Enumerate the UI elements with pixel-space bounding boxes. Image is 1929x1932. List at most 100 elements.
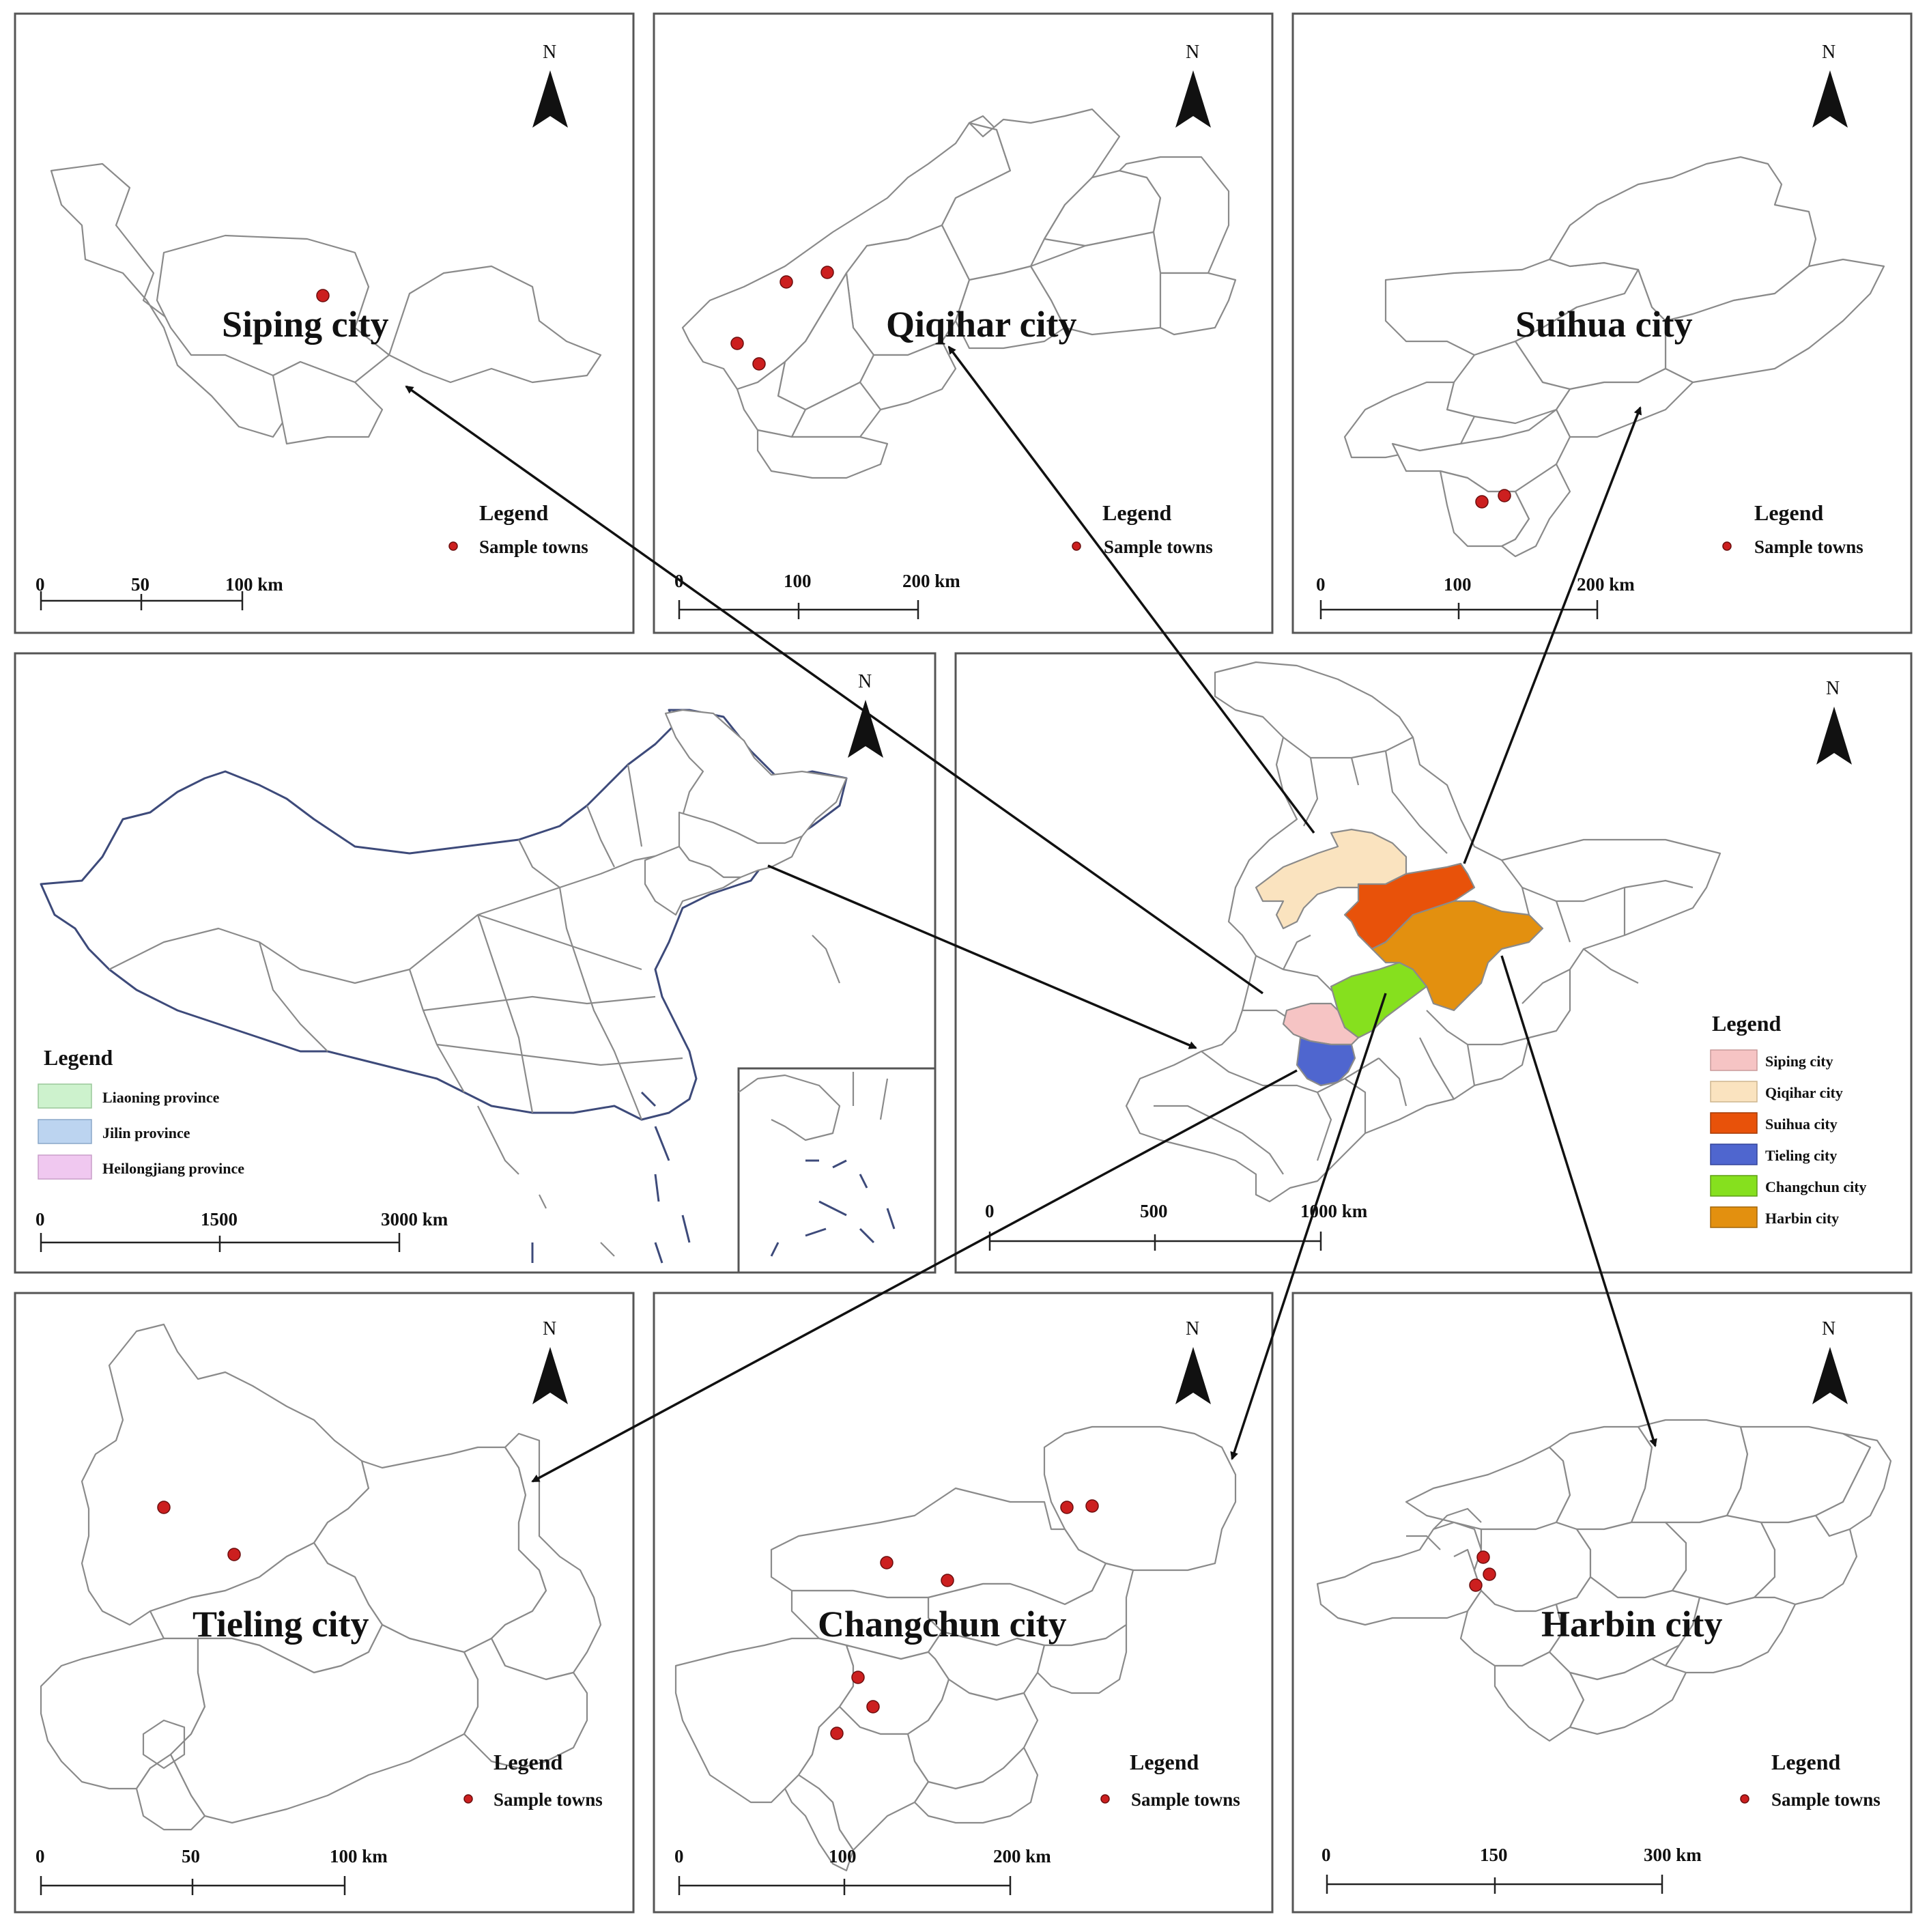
sample-town-dot xyxy=(880,1556,894,1569)
legend-swatch-suihua xyxy=(1710,1112,1758,1134)
scale-max: 100 km xyxy=(330,1846,388,1866)
north-arrow-icon xyxy=(1175,70,1211,128)
legend-sample-dot xyxy=(1722,541,1732,551)
sample-town-dot xyxy=(851,1671,865,1684)
sample-town-dot xyxy=(752,357,766,371)
changchun-panel: Changchun city N Legend Sample towns 0 1… xyxy=(653,1292,1274,1914)
scale-0: 0 xyxy=(985,1201,995,1221)
legend-swatch-tieling xyxy=(1710,1143,1758,1165)
north-arrow-icon xyxy=(532,1347,568,1404)
china-panel: N Legend Liaoning province Jilin provinc… xyxy=(14,652,937,1274)
qiqihar-title: Qiqihar city xyxy=(886,304,1077,345)
north-arrow: N xyxy=(1816,678,1852,765)
legend-label-tieling: Tieling city xyxy=(1765,1147,1837,1164)
siping-panel: Siping city N Legend Sample towns 0 50 1… xyxy=(14,12,635,634)
sample-town-dot xyxy=(1476,1550,1490,1564)
north-label: N xyxy=(1186,1318,1199,1339)
arrow-to-qiqihar xyxy=(947,345,1315,834)
legend-sample-towns: Sample towns xyxy=(1754,537,1863,557)
arrow-to-suihua xyxy=(1463,406,1642,864)
scale-0: 0 xyxy=(674,1846,684,1866)
qiqihar-panel: Qiqihar city N Legend Sample towns 0 100… xyxy=(653,12,1274,634)
qiqihar-map xyxy=(681,108,1237,479)
arrow-to-changchun xyxy=(1230,993,1387,1460)
north-label: N xyxy=(543,1318,556,1339)
scale-mid: 150 xyxy=(1480,1845,1508,1865)
tieling-panel: Tieling city N Legend Sample towns 0 50 … xyxy=(14,1292,635,1914)
scale-bar: 0 500 1000 km xyxy=(985,1201,1368,1251)
scale-mid: 1500 xyxy=(201,1209,238,1230)
suihua-title: Suihua city xyxy=(1515,304,1693,345)
legend-sample-dot xyxy=(1100,1794,1110,1804)
scale-mid: 100 xyxy=(829,1846,857,1866)
legend-title: Legend xyxy=(1771,1750,1841,1774)
north-label: N xyxy=(1186,42,1199,63)
siping-map xyxy=(50,162,602,445)
legend-swatch-changchun xyxy=(1710,1175,1758,1197)
changchun-map xyxy=(674,1425,1237,1872)
scale-0: 0 xyxy=(1316,574,1326,595)
northeast-panel: N Legend Siping city Qiqihar city Suihua… xyxy=(954,652,1913,1274)
legend-sample-towns: Sample towns xyxy=(494,1789,603,1810)
north-arrow: N xyxy=(1812,1318,1848,1404)
north-arrow: N xyxy=(1175,1318,1211,1404)
legend-title: Legend xyxy=(44,1045,113,1070)
scale-0: 0 xyxy=(35,574,45,595)
connector-arrows xyxy=(405,345,1657,1483)
harbin-panel: Harbin city N Legend Sample towns 0 150 … xyxy=(1291,1292,1913,1914)
legend-sample-dot xyxy=(448,541,458,551)
arrow-china-to-northeast xyxy=(767,864,1197,1049)
ne-tieling-city xyxy=(1296,1036,1356,1087)
legend-label-siping: Siping city xyxy=(1765,1053,1833,1070)
sample-town-dot xyxy=(1498,489,1511,502)
sample-town-dot xyxy=(941,1574,954,1587)
sample-town-dot xyxy=(830,1727,844,1740)
legend-sample-dot xyxy=(463,1794,473,1804)
sample-town-dot xyxy=(227,1548,241,1561)
sample-town-dot xyxy=(866,1700,880,1714)
china-map xyxy=(40,709,848,1264)
arrow-to-siping xyxy=(405,385,1264,995)
legend-label-changchun: Changchun city xyxy=(1765,1178,1867,1195)
legend-sample-towns: Sample towns xyxy=(479,537,588,557)
china-legend: Legend Liaoning province Jilin province … xyxy=(38,1045,244,1180)
legend-sample-towns: Sample towns xyxy=(1771,1789,1881,1810)
scale-max: 200 km xyxy=(902,571,960,591)
north-arrow-icon xyxy=(848,700,883,758)
north-label: N xyxy=(1822,42,1835,63)
liaoning-province xyxy=(644,845,742,916)
north-arrow: N xyxy=(1175,42,1211,128)
sample-town-dot xyxy=(1475,495,1489,509)
north-arrow-icon xyxy=(532,70,568,128)
northeast-legend: Legend Siping city Qiqihar city Suihua c… xyxy=(1710,1011,1867,1228)
tieling-map xyxy=(40,1323,602,1831)
legend-title: Legend xyxy=(494,1750,563,1774)
north-arrow: N xyxy=(1812,42,1848,128)
siping-title: Siping city xyxy=(222,304,389,345)
northeast-map xyxy=(1125,661,1721,1203)
scale-bar: 0 1500 3000 km xyxy=(35,1209,448,1252)
ne-siping-city xyxy=(1282,1002,1360,1046)
suihua-map xyxy=(1343,156,1885,558)
legend-sample-dot xyxy=(1072,541,1081,551)
north-label: N xyxy=(1822,1318,1835,1339)
inset-map xyxy=(737,1067,937,1274)
scale-0: 0 xyxy=(35,1846,45,1866)
north-arrow-icon xyxy=(1816,707,1852,765)
legend-label-jilin: Jilin province xyxy=(102,1124,190,1141)
scale-bar: 0 100 200 km xyxy=(1316,574,1635,619)
arrow-to-harbin xyxy=(1500,955,1657,1447)
scale-bar: 0 100 200 km xyxy=(674,1846,1051,1895)
scale-mid: 500 xyxy=(1140,1201,1168,1221)
legend-swatch-jilin xyxy=(38,1119,92,1144)
legend-label-liaoning: Liaoning province xyxy=(102,1089,220,1106)
scale-max: 200 km xyxy=(993,1846,1051,1866)
changchun-title: Changchun city xyxy=(818,1604,1067,1645)
sample-town-dot xyxy=(157,1501,171,1514)
legend-title: Legend xyxy=(479,500,549,525)
legend-sample-dot xyxy=(1740,1794,1749,1804)
north-label: N xyxy=(858,671,872,692)
scale-mid: 100 xyxy=(784,571,812,591)
scale-bar: 0 150 300 km xyxy=(1321,1845,1702,1894)
